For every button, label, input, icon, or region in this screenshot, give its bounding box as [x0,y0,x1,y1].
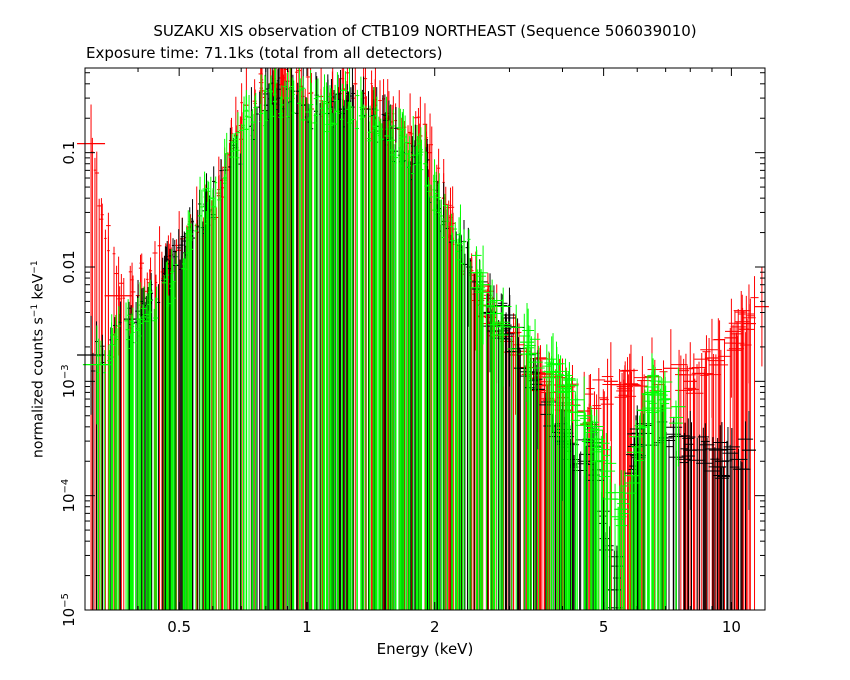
y-axis-label-sup-2: −1 [30,260,40,274]
x-tick-label: 2 [430,618,440,636]
x-axis-label: Energy (keV) [376,640,474,658]
y-axis-label-unit: keV [30,273,47,304]
y-tick-label: 0.1 [60,141,78,165]
chart-subtitle: Exposure time: 71.1ks (total from all de… [86,44,443,62]
y-tick-label: 0.01 [60,250,78,283]
x-tick-label: 10 [722,618,741,636]
chart-title: SUZAKU XIS observation of CTB109 NORTHEA… [153,22,697,40]
y-axis-label: normalized counts s−1 keV−1 [30,260,47,458]
x-tick-label: 5 [599,618,609,636]
y-tick-label: 10−5 [60,593,78,627]
x-tick-label: 0.5 [167,618,191,636]
y-axis-label-sup-1: −1 [30,303,40,318]
plot-frame [84,67,766,611]
plot-area: 0.5 1 2 5 10 0.1 0.01 10−3 10−4 10−5 [60,67,769,636]
y-tick-label: 10−4 [60,479,78,513]
y-axis-label-main: normalized counts s [30,317,47,458]
y-tick-label: 10−3 [60,364,78,398]
x-tick-label: 1 [302,618,312,636]
